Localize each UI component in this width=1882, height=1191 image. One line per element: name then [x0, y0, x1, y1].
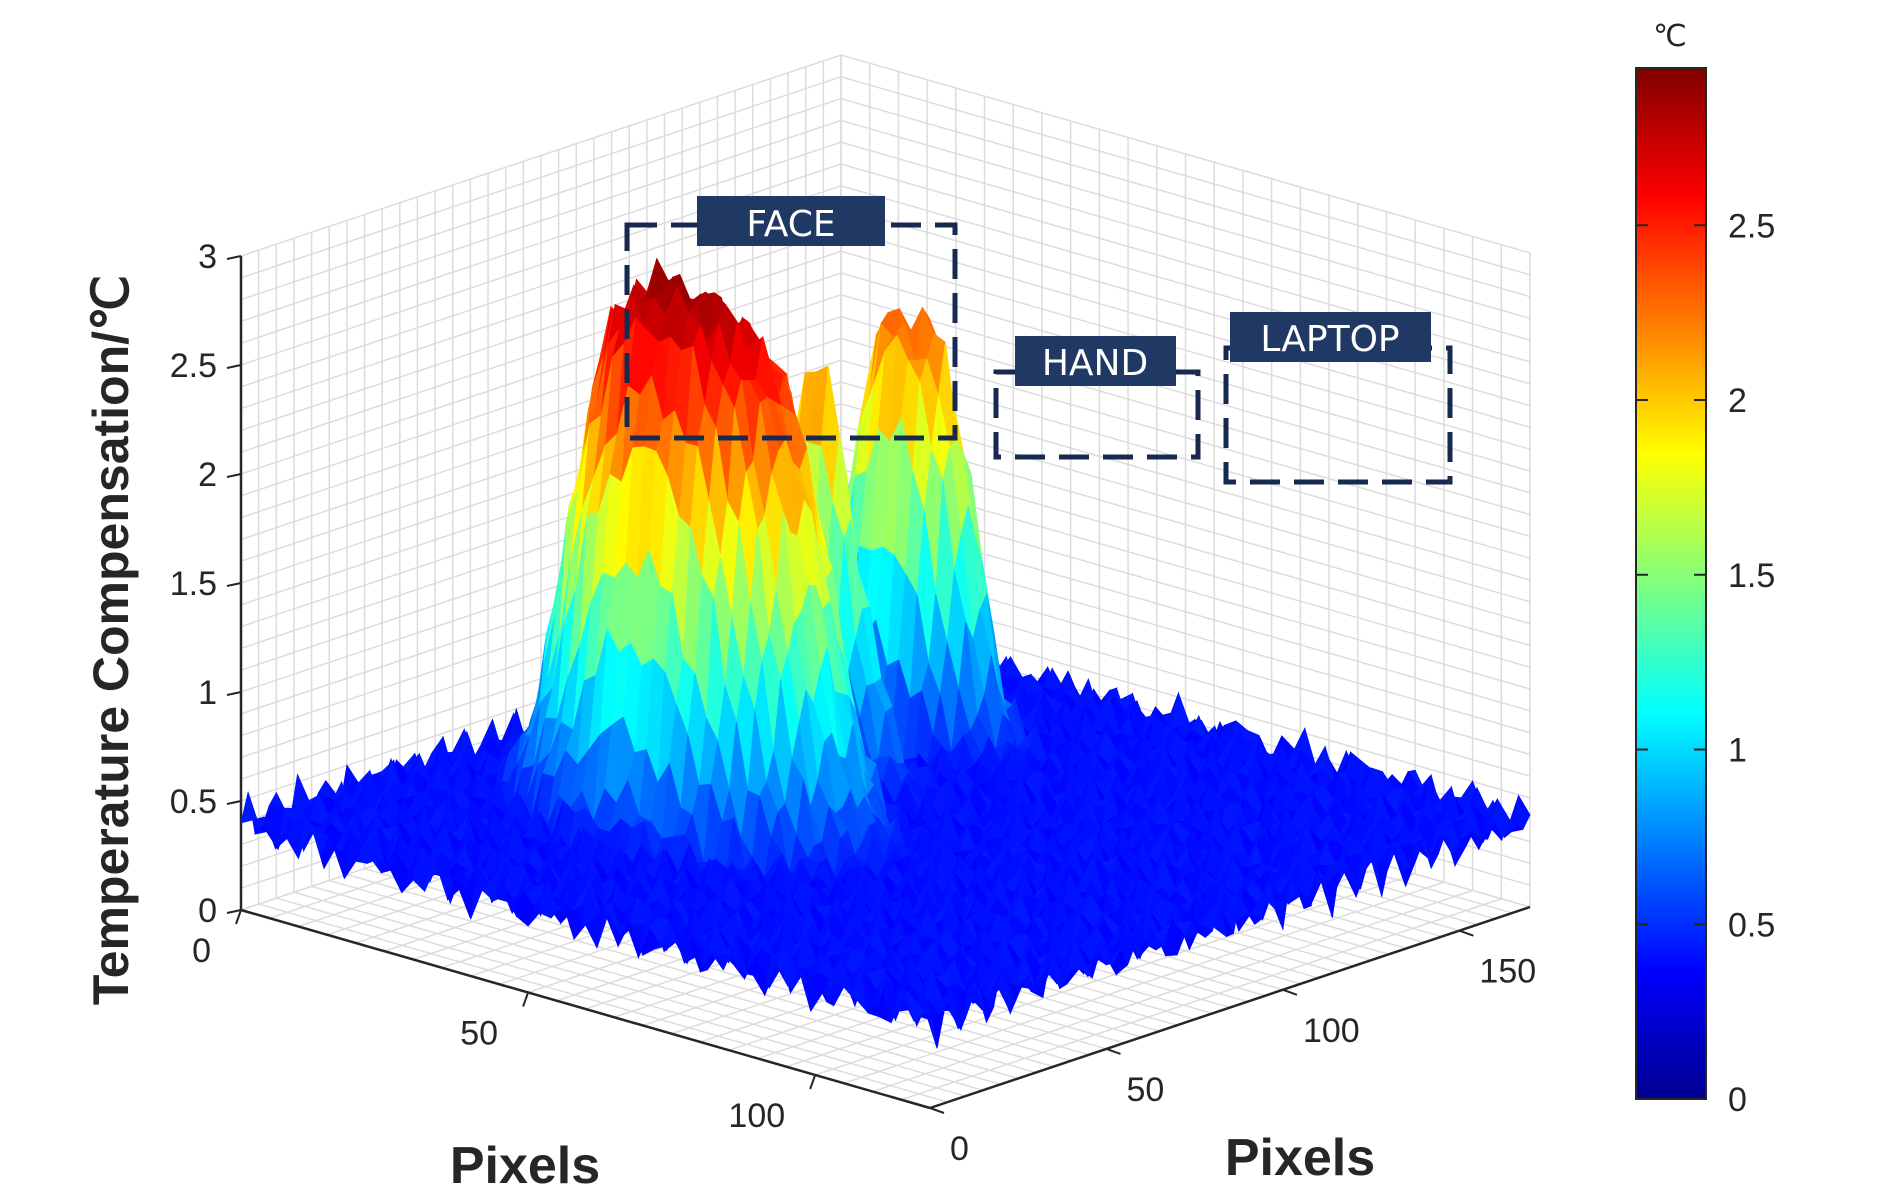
surface-plot — [241, 259, 1530, 1049]
